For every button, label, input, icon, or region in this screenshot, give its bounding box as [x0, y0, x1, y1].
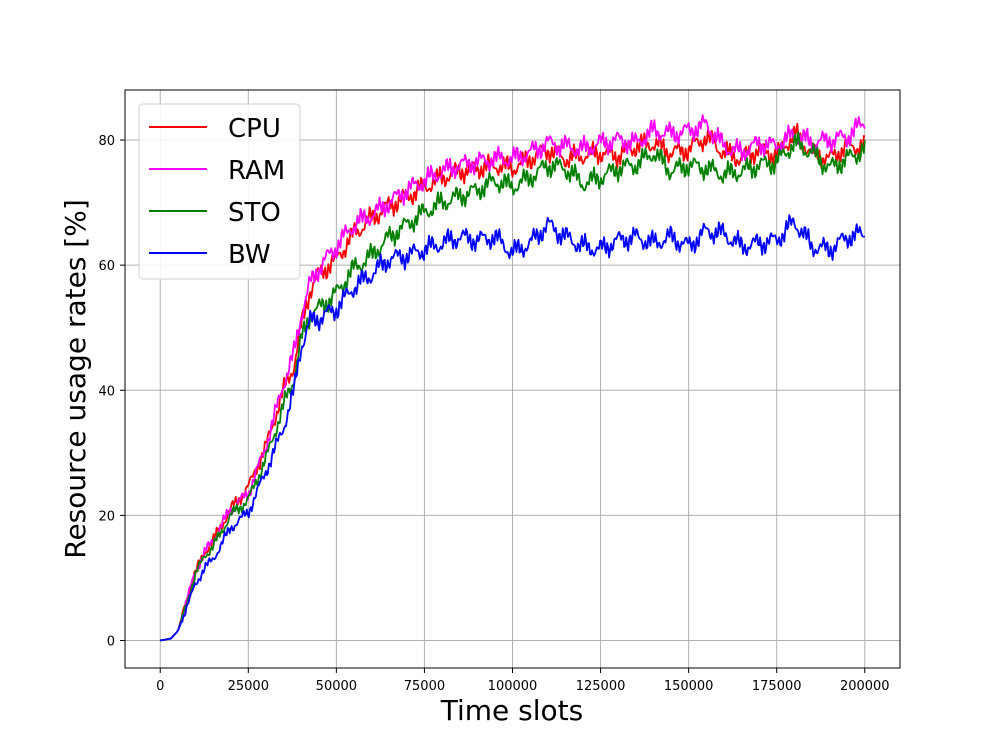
x-tick-label: 75000 [404, 679, 445, 694]
y-tick-label: 80 [98, 134, 115, 149]
legend-label-cpu: CPU [228, 114, 281, 144]
y-axis-ticks: 0 20 40 60 80 [98, 134, 125, 649]
y-axis-label: Resource usage rates [%] [59, 199, 92, 559]
legend-label-bw: BW [228, 240, 271, 270]
series-line-sto [160, 131, 866, 642]
series-line-bw [160, 214, 865, 642]
legend-box [138, 103, 301, 280]
y-tick-label: 60 [98, 259, 115, 274]
x-tick-label: 50000 [316, 679, 357, 694]
x-tick-label: 0 [156, 679, 164, 694]
legend: CPU RAM STO BW [138, 103, 301, 280]
series-lines [160, 114, 866, 642]
y-tick-label: 0 [107, 634, 115, 649]
x-tick-label: 100000 [488, 679, 538, 694]
series-line-ram [160, 114, 866, 642]
x-tick-label: 150000 [664, 679, 714, 694]
y-tick-label: 20 [98, 509, 115, 524]
x-tick-label: 175000 [752, 679, 802, 694]
x-tick-label: 125000 [576, 679, 626, 694]
x-axis-ticks: 0 25000 50000 75000 100000 125000 150000 175000… [156, 668, 890, 694]
legend-label-ram: RAM [228, 156, 285, 186]
x-tick-label: 25000 [228, 679, 269, 694]
y-tick-label: 40 [98, 384, 115, 399]
x-tick-label: 200000 [840, 679, 890, 694]
legend-label-sto: STO [228, 198, 281, 228]
x-axis-label: Time slots [440, 694, 584, 727]
